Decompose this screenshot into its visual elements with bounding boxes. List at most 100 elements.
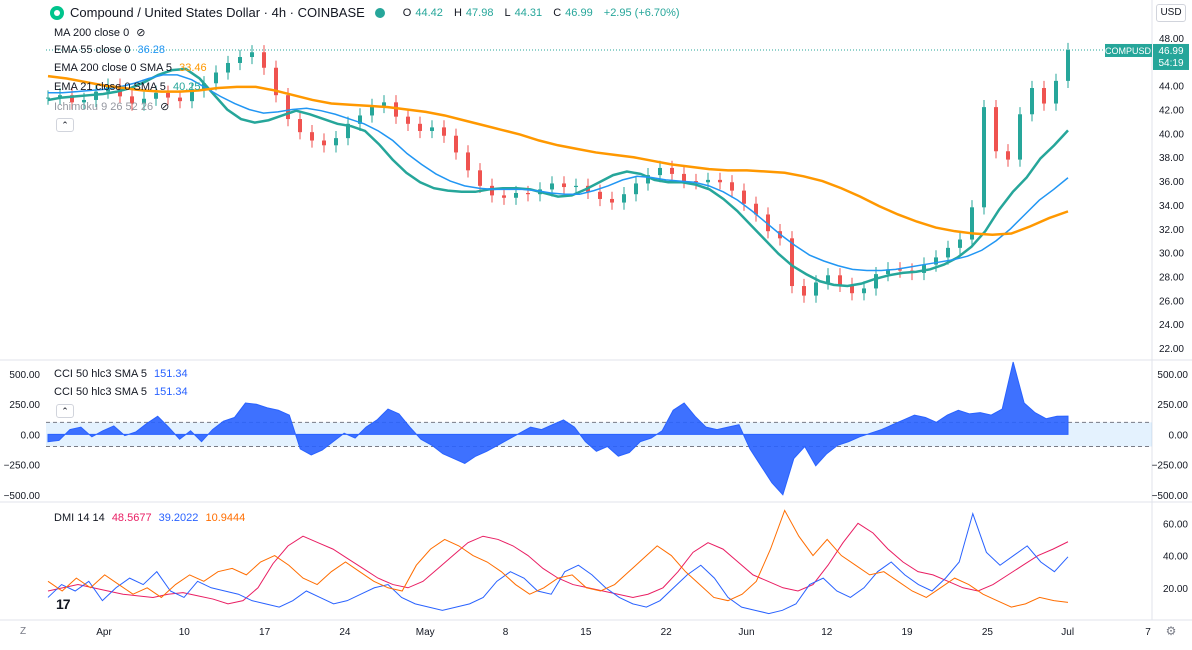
candle-body bbox=[490, 185, 494, 196]
price-tick-label: 44.00 bbox=[1159, 82, 1184, 93]
candle-body bbox=[346, 123, 350, 139]
candle-body bbox=[250, 52, 254, 58]
candle-body bbox=[178, 97, 182, 102]
candle-body bbox=[358, 115, 362, 124]
candle-body bbox=[682, 173, 686, 182]
market-status-icon[interactable] bbox=[374, 7, 385, 18]
cci-tick-left: 250.00 bbox=[9, 400, 40, 411]
candle-body bbox=[298, 119, 302, 133]
candle-body bbox=[406, 116, 410, 124]
candle-body bbox=[838, 275, 842, 285]
candle-body bbox=[886, 269, 890, 275]
legend-ma200[interactable]: MA 200 close 0 ⊘ bbox=[54, 26, 146, 39]
candle-body bbox=[262, 52, 266, 68]
price-tick-label: 38.00 bbox=[1159, 153, 1184, 164]
candle-body bbox=[238, 57, 242, 63]
cci-tick-left: 500.00 bbox=[9, 370, 40, 381]
legend-ema21[interactable]: EMA 21 close 0 SMA 5 40.25 bbox=[54, 81, 200, 93]
price-tick-label: 22.00 bbox=[1159, 344, 1184, 355]
eye-hidden-icon[interactable]: ⊘ bbox=[136, 27, 146, 39]
candle-body bbox=[934, 257, 938, 265]
candle-body bbox=[214, 72, 218, 84]
candle-body bbox=[958, 239, 962, 248]
legend-dmi[interactable]: DMI 14 14 48.5677 39.2022 10.9444 bbox=[54, 512, 245, 524]
candle-body bbox=[982, 107, 986, 208]
x-tick-label: 7 bbox=[1145, 627, 1151, 638]
cci-tick-left: 0.00 bbox=[21, 430, 41, 441]
dmi-tick-label: 40.00 bbox=[1163, 552, 1188, 563]
ma200-label: MA 200 close 0 bbox=[54, 27, 130, 39]
candle-body bbox=[274, 67, 278, 96]
dmi-tick-label: 20.00 bbox=[1163, 584, 1188, 595]
price-tick-label: 28.00 bbox=[1159, 273, 1184, 284]
candle-body bbox=[670, 167, 674, 174]
candle-body bbox=[862, 288, 866, 294]
candle-body bbox=[622, 194, 626, 203]
cci-tick-left: −500.00 bbox=[4, 491, 41, 502]
x-tick-label: 8 bbox=[503, 627, 509, 638]
tradingview-logo-icon[interactable]: 17 bbox=[56, 596, 71, 612]
price-tag-bg bbox=[1153, 43, 1189, 70]
x-tick-label: 19 bbox=[902, 627, 914, 638]
collapse-cci-legend-button[interactable]: ⌃ bbox=[56, 404, 74, 418]
symbol-header: Compound / United States Dollar · 4h · C… bbox=[50, 5, 684, 20]
symbol-title[interactable]: Compound / United States Dollar · 4h · C… bbox=[70, 5, 365, 20]
candle-body bbox=[634, 183, 638, 195]
candle-body bbox=[874, 274, 878, 289]
ohlc-high: H 47.98 bbox=[453, 6, 494, 19]
candle-body bbox=[70, 95, 74, 103]
candle-body bbox=[694, 181, 698, 183]
candle-body bbox=[706, 179, 710, 183]
price-series-line bbox=[47, 74, 1069, 237]
collapse-legend-button[interactable]: ⌃ bbox=[56, 118, 74, 132]
dmi-minus-value: 10.9444 bbox=[205, 512, 246, 524]
legend-ichimoku[interactable]: Ichimoku 9 26 52 26 ⊘ bbox=[54, 100, 169, 113]
price-tick-label: 48.00 bbox=[1159, 34, 1184, 45]
price-series-line bbox=[47, 67, 1069, 288]
candle-body bbox=[1066, 49, 1070, 81]
x-tick-label: 17 bbox=[259, 627, 271, 638]
legend-ema200[interactable]: EMA 200 close 0 SMA 5 33.46 bbox=[54, 62, 207, 74]
candle-body bbox=[898, 269, 902, 271]
candle-body bbox=[646, 175, 650, 184]
cci-tick-left: −250.00 bbox=[4, 461, 41, 472]
candle-body bbox=[802, 286, 806, 296]
price-tick-label: 40.00 bbox=[1159, 129, 1184, 140]
candle-body bbox=[970, 207, 974, 240]
x-tick-label: 24 bbox=[339, 627, 351, 638]
candle-body bbox=[526, 193, 530, 195]
legend-ema55[interactable]: EMA 55 close 0 36.28 bbox=[54, 44, 165, 56]
candle-body bbox=[82, 99, 86, 103]
cci-area bbox=[47, 361, 1069, 496]
candle-body bbox=[766, 214, 770, 232]
candle-body bbox=[430, 127, 434, 131]
ohlc-close: C 46.99 bbox=[553, 6, 593, 19]
candle-body bbox=[718, 179, 722, 183]
cci-label: CCI 50 hlc3 SMA 5 bbox=[54, 368, 147, 380]
candle-body bbox=[1042, 88, 1046, 104]
ema200-label: EMA 200 close 0 SMA 5 bbox=[54, 62, 173, 74]
zoom-reset-button[interactable]: Z bbox=[19, 626, 27, 637]
gear-icon[interactable]: ⚙ bbox=[1165, 624, 1177, 638]
candle-body bbox=[394, 102, 398, 117]
candle-body bbox=[502, 195, 506, 198]
candle-body bbox=[658, 167, 662, 176]
eye-hidden-icon[interactable]: ⊘ bbox=[160, 101, 170, 113]
price-tick-label: 32.00 bbox=[1159, 225, 1184, 236]
candle-body bbox=[1018, 114, 1022, 160]
currency-button[interactable]: USD bbox=[1156, 4, 1186, 22]
candle-body bbox=[994, 107, 998, 152]
price-series-line bbox=[48, 74, 1069, 272]
x-tick-label: 22 bbox=[661, 627, 673, 638]
candle-body bbox=[478, 170, 482, 186]
candle-body bbox=[130, 96, 134, 104]
candle-body bbox=[226, 62, 230, 73]
legend-cci-1[interactable]: CCI 50 hlc3 SMA 5 151.34 bbox=[54, 368, 188, 380]
legend-cci-2[interactable]: CCI 50 hlc3 SMA 5 151.34 bbox=[54, 386, 188, 398]
price-tag-symbol-bg bbox=[1105, 43, 1152, 57]
compound-logo-icon bbox=[50, 5, 64, 20]
price-change: +2.95 (+6.70%) bbox=[603, 6, 680, 19]
price-tick-label: 36.00 bbox=[1159, 177, 1184, 188]
